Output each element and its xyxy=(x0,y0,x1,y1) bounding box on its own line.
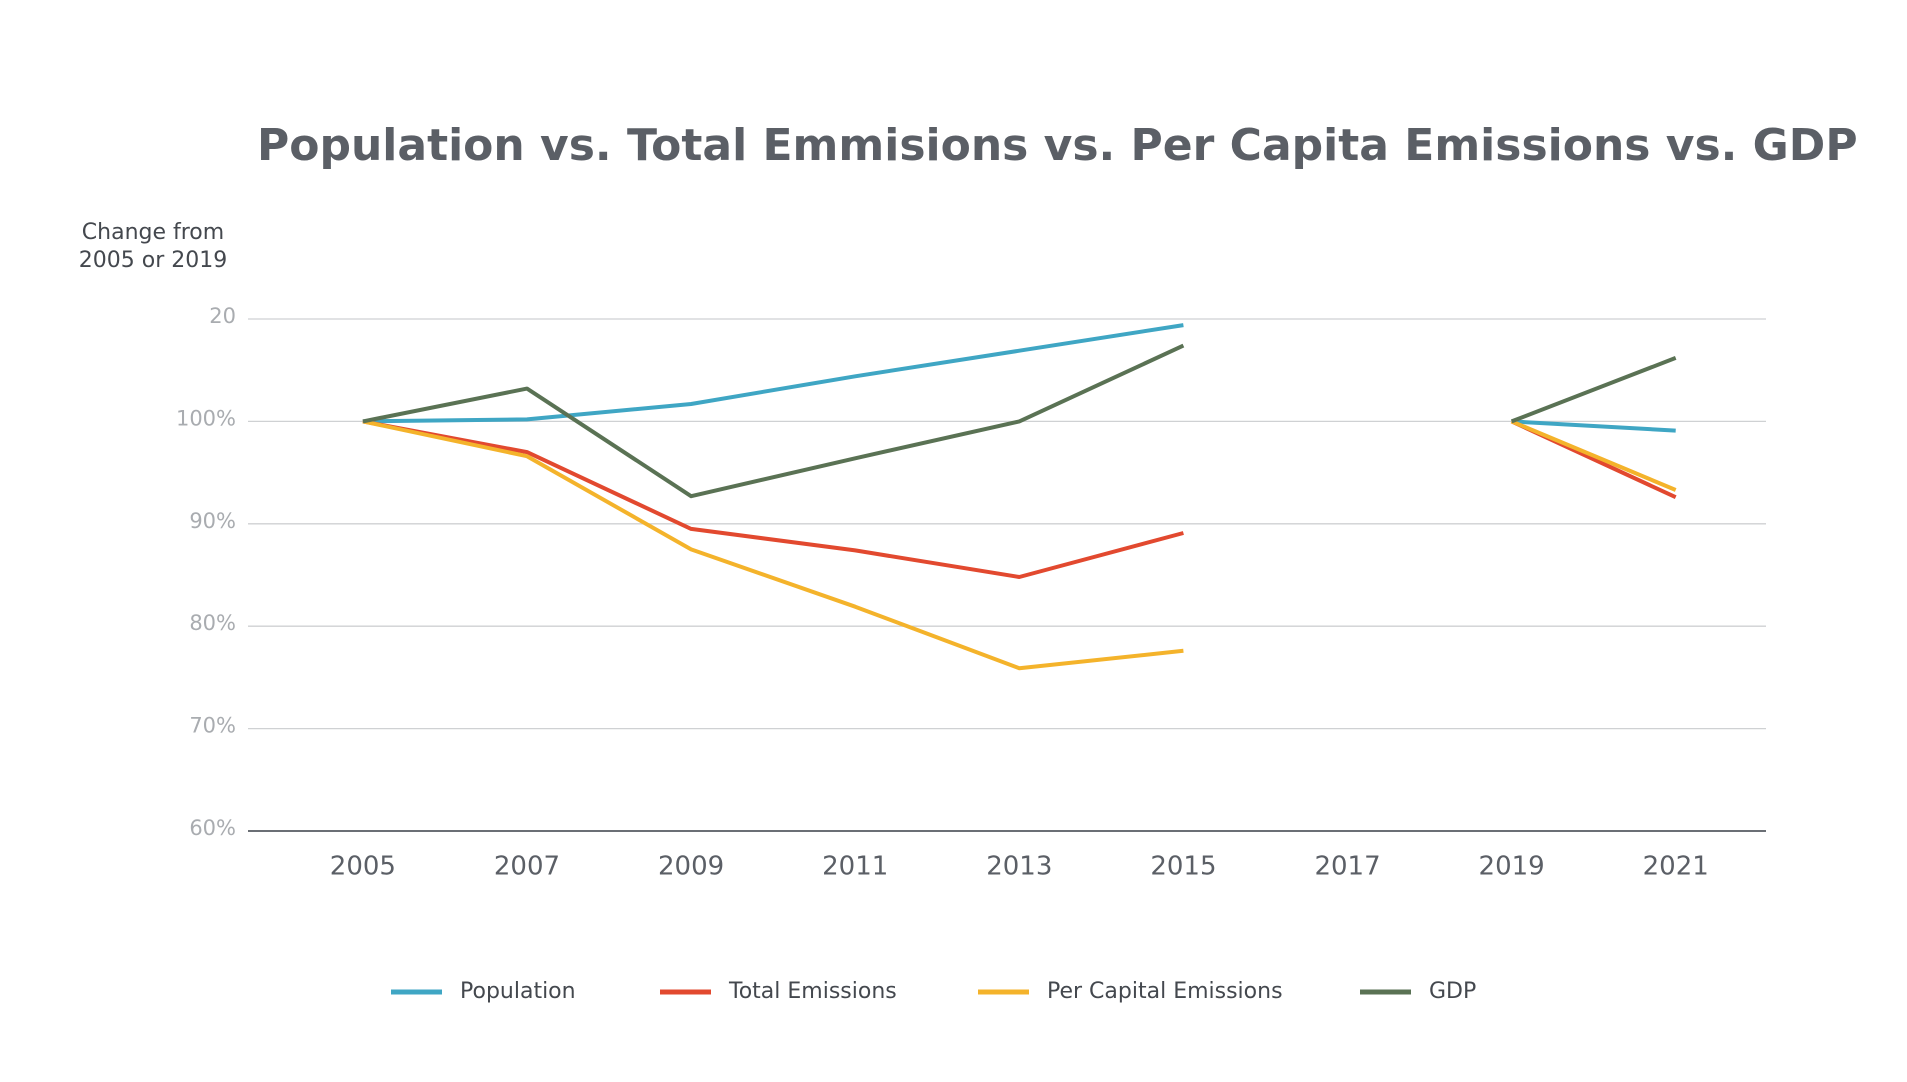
x-tick-label: 2005 xyxy=(330,852,396,882)
y-tick-label: 100% xyxy=(176,406,236,430)
x-tick-label: 2015 xyxy=(1150,852,1216,882)
y-tick-label: 80% xyxy=(189,611,236,635)
x-tick-label: 2013 xyxy=(986,852,1052,882)
y-tick-label: 90% xyxy=(189,509,236,533)
x-tick-label: 2007 xyxy=(494,852,560,882)
y-axis-label: 2005 or 2019 xyxy=(79,248,227,273)
x-tick-label: 2019 xyxy=(1479,852,1545,882)
x-tick-label: 2017 xyxy=(1314,852,1380,882)
series-line xyxy=(362,343,1677,499)
legend-label: Population xyxy=(460,979,576,1004)
legend-label: GDP xyxy=(1429,979,1476,1004)
series-line xyxy=(362,419,1677,671)
series-line xyxy=(362,323,1676,433)
x-tick-label: 2011 xyxy=(822,852,888,882)
x-tick-label: 2009 xyxy=(658,852,724,882)
x-tick-label: 2021 xyxy=(1643,852,1709,882)
y-tick-label: 60% xyxy=(189,816,236,840)
legend-label: Total Emissions xyxy=(728,979,897,1004)
legend-label: Per Capital Emissions xyxy=(1047,979,1283,1004)
chart-title: Population vs. Total Emmisions vs. Per C… xyxy=(257,120,1858,171)
y-tick-label: 20 xyxy=(209,304,236,328)
y-axis-label: Change from xyxy=(82,220,224,245)
y-tick-label: 70% xyxy=(189,714,236,738)
